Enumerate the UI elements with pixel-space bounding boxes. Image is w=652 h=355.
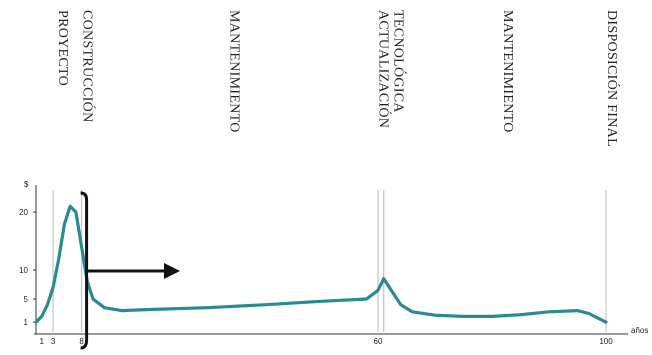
annotation-layer bbox=[80, 191, 180, 350]
cost-line bbox=[34, 204, 608, 324]
x-tick-label: 60 bbox=[374, 337, 383, 346]
phase-guide-lines bbox=[52, 190, 607, 332]
y-axis-label: $ bbox=[24, 180, 29, 189]
y-tick-label: 20 bbox=[19, 208, 28, 217]
phase-labels: PROYECTO CONSTRUCCIÓN MANTENIMIENTO ACTUALI… bbox=[55, 10, 621, 147]
phase-label: CONSTRUCCIÓN bbox=[80, 10, 97, 123]
x-tick-label: 8 bbox=[79, 337, 84, 346]
x-tick-label: 1 bbox=[39, 337, 44, 346]
phase-label: MANTENIMIENTO bbox=[500, 10, 515, 133]
series-layer bbox=[34, 204, 608, 324]
axes bbox=[33, 185, 628, 335]
phase-label: PROYECTO bbox=[55, 10, 70, 86]
y-tick-label: 1 bbox=[24, 318, 29, 327]
phase-label-line: ACTUALIZACIÓN bbox=[376, 10, 393, 128]
x-tick-label: 100 bbox=[599, 337, 613, 346]
phase-label: DISPOSICIÓN FINAL bbox=[604, 10, 621, 147]
x-axis-label: años bbox=[631, 326, 648, 335]
y-tick-label: 10 bbox=[19, 266, 28, 275]
phase-label-line: TECNOLÓGICA bbox=[391, 10, 408, 113]
x-tick-label: 3 bbox=[51, 337, 56, 346]
arrow-head bbox=[164, 263, 180, 279]
y-tick-label: 5 bbox=[24, 295, 29, 304]
phase-label: MANTENIMIENTO bbox=[227, 10, 242, 133]
